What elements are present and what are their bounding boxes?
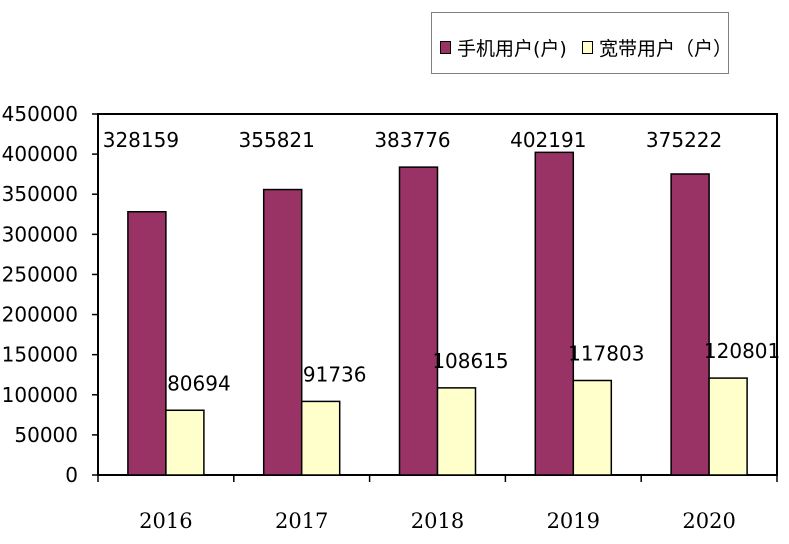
data-label-broadband-2016: 80694 (167, 371, 231, 395)
bar-broadband-2018 (436, 387, 477, 476)
x-category-label: 2017 (275, 509, 328, 533)
legend-swatch-broadband (582, 41, 593, 54)
y-tick-label: 100000 (2, 383, 78, 407)
bar-mobile-2020 (670, 173, 710, 476)
data-label-broadband-2020: 120801 (704, 339, 780, 363)
data-label-mobile-2019: 402191 (510, 128, 586, 152)
data-label-broadband-2017: 91736 (303, 362, 367, 386)
legend-item-mobile: 手机用户(户) (440, 34, 567, 61)
data-label-broadband-2018: 108615 (432, 349, 508, 373)
y-tick-label: 0 (65, 463, 78, 487)
legend-label-broadband: 宽带用户（户） (599, 38, 733, 60)
bar-mobile-2017 (262, 188, 303, 476)
bar-broadband-2016 (165, 409, 205, 476)
bar-broadband-2017 (300, 400, 341, 476)
bar-mobile-2016 (127, 210, 167, 476)
data-label-mobile-2018: 383776 (374, 128, 450, 152)
bar-mobile-2019 (534, 151, 575, 476)
bar-broadband-2019 (572, 379, 613, 476)
x-category-label: 2018 (411, 509, 464, 533)
legend: 手机用户(户) 宽带用户（户） (431, 12, 732, 74)
x-category-label: 2019 (547, 509, 600, 533)
legend-swatch-mobile (440, 41, 451, 54)
x-category-label: 2016 (139, 509, 192, 533)
bar-mobile-2018 (398, 166, 439, 476)
y-tick-label: 350000 (2, 182, 78, 206)
y-tick-label: 250000 (2, 262, 78, 286)
y-tick-label: 300000 (2, 222, 78, 246)
data-label-mobile-2020: 375222 (646, 128, 722, 152)
bar-broadband-2020 (708, 377, 748, 476)
y-tick-label: 200000 (2, 303, 78, 327)
data-label-broadband-2019: 117803 (568, 341, 644, 365)
legend-item-broadband: 宽带用户（户） (582, 34, 732, 61)
y-tick-label: 150000 (2, 343, 78, 367)
y-tick-label: 400000 (2, 142, 78, 166)
y-tick-label: 50000 (14, 423, 78, 447)
x-category-label: 2020 (682, 509, 735, 533)
y-tick-label: 450000 (2, 102, 78, 126)
data-label-mobile-2016: 328159 (103, 128, 179, 152)
legend-label-mobile: 手机用户(户) (457, 38, 567, 60)
data-label-mobile-2017: 355821 (239, 128, 315, 152)
